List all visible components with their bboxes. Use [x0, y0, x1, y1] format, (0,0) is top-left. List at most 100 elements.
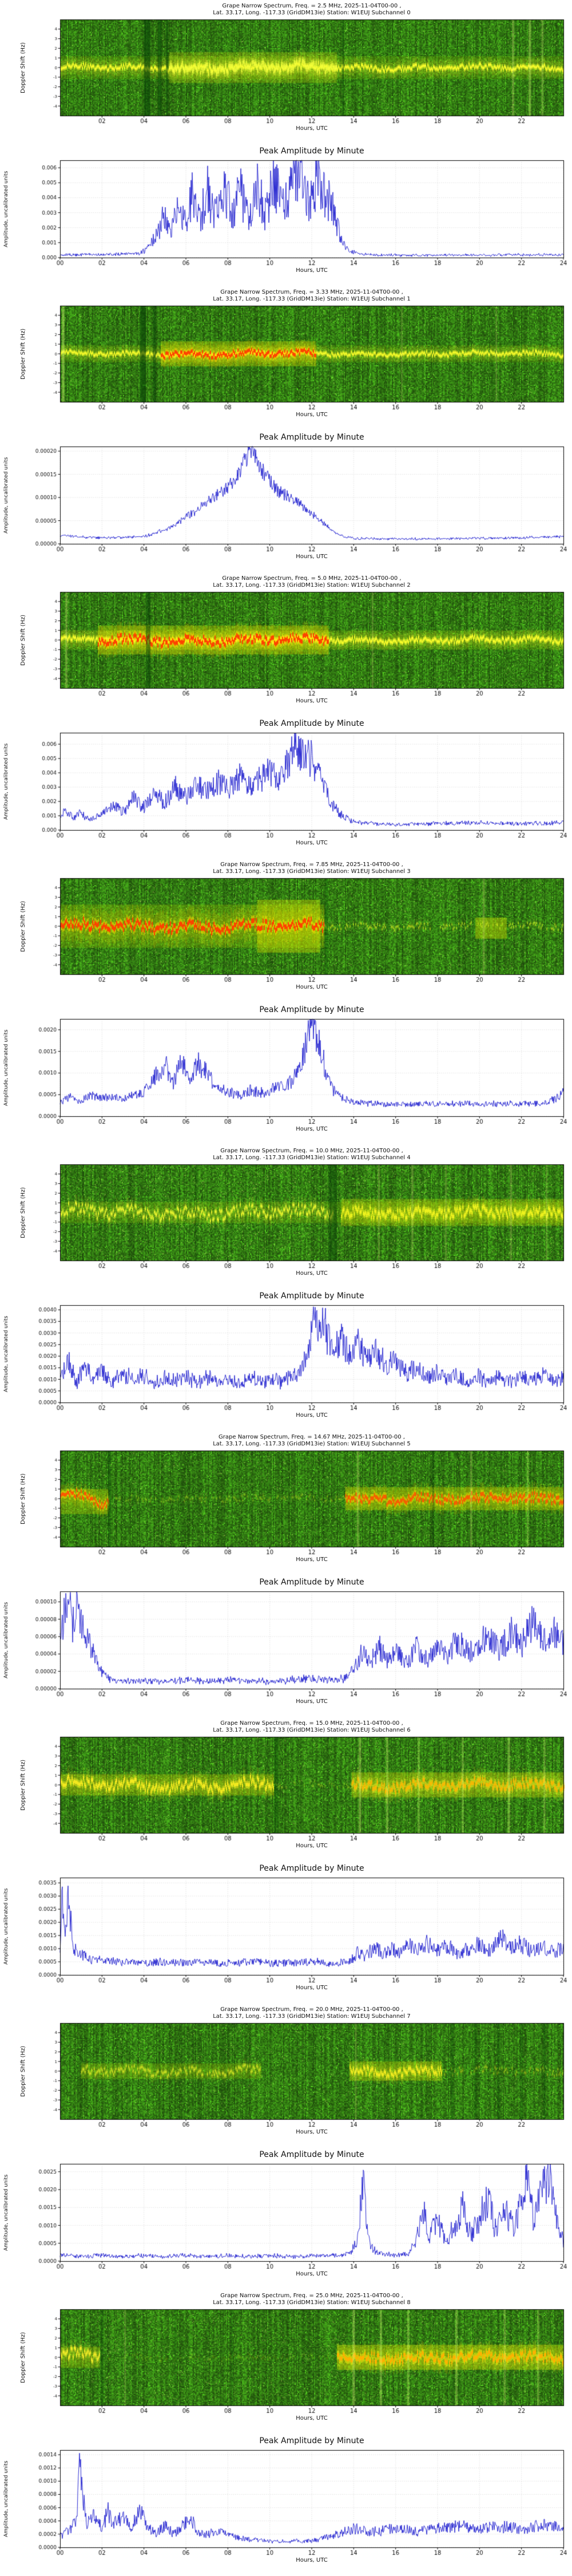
spectrogram-figure-7: Grape Narrow Spectrum, Freq. = 20.0 MHz,… [0, 2004, 572, 2147]
figure-title: Grape Narrow Spectrum, Freq. = 10.0 MHz,… [60, 1148, 563, 1161]
spectrogram-canvas [0, 859, 572, 1002]
title-line-2: Lat. 33.17, Long. -117.33 (GridDM13ie) S… [213, 1727, 411, 1733]
amplitude-figure-3: Peak Amplitude by Minute Amplitude, uncal… [0, 1002, 572, 1145]
spectrogram-canvas [0, 0, 572, 143]
figure-title: Grape Narrow Spectrum, Freq. = 5.0 MHz, … [60, 575, 563, 589]
x-axis-label: Hours, UTC [296, 2415, 328, 2421]
amplitude-figure-0: Peak Amplitude by Minute Amplitude, uncal… [0, 143, 572, 286]
x-axis-label: Hours, UTC [296, 2557, 328, 2563]
title-line-2: Lat. 33.17, Long. -117.33 (GridDM13ie) S… [213, 10, 411, 16]
title-line-1: Grape Narrow Spectrum, Freq. = 3.33 MHz,… [220, 289, 403, 295]
x-axis-label: Hours, UTC [296, 267, 328, 274]
figure-title: Peak Amplitude by Minute [259, 2436, 364, 2445]
title-line-1: Grape Narrow Spectrum, Freq. = 2.5 MHz, … [222, 3, 402, 9]
figure-title: Grape Narrow Spectrum, Freq. = 7.85 MHz,… [60, 862, 563, 875]
x-axis-label: Hours, UTC [296, 1412, 328, 1419]
title-line-1: Grape Narrow Spectrum, Freq. = 10.0 MHz,… [220, 1148, 403, 1154]
x-axis-label: Hours, UTC [296, 412, 328, 418]
spectrogram-canvas [0, 572, 572, 716]
amplitude-figure-4: Peak Amplitude by Minute Amplitude, uncal… [0, 1288, 572, 1431]
title-line-2: Lat. 33.17, Long. -117.33 (GridDM13ie) S… [213, 868, 411, 875]
y-axis-label: Amplitude, uncalibrated units [3, 1602, 9, 1678]
y-axis-label: Doppler Shift (Hz) [20, 1759, 26, 1811]
x-axis-label: Hours, UTC [296, 1270, 328, 1277]
y-axis-label: Amplitude, uncalibrated units [3, 1029, 9, 1106]
line-chart-canvas [0, 2147, 572, 2290]
figure-title: Peak Amplitude by Minute [259, 1291, 364, 1301]
x-axis-label: Hours, UTC [296, 1985, 328, 1991]
y-axis-label: Amplitude, uncalibrated units [3, 171, 9, 247]
spectrogram-figure-1: Grape Narrow Spectrum, Freq. = 3.33 MHz,… [0, 286, 572, 429]
line-chart-canvas [0, 143, 572, 286]
y-axis-label: Amplitude, uncalibrated units [3, 2174, 9, 2251]
title-line-1: Grape Narrow Spectrum, Freq. = 25.0 MHz,… [220, 2293, 403, 2299]
figure-title: Grape Narrow Spectrum, Freq. = 2.5 MHz, … [60, 3, 563, 17]
line-chart-canvas [0, 2433, 572, 2576]
spectrogram-figure-5: Grape Narrow Spectrum, Freq. = 14.67 MHz… [0, 1431, 572, 1574]
amplitude-figure-7: Peak Amplitude by Minute Amplitude, uncal… [0, 2147, 572, 2290]
title-line-2: Lat. 33.17, Long. -117.33 (GridDM13ie) S… [213, 2300, 411, 2306]
figure-title: Peak Amplitude by Minute [259, 719, 364, 728]
title-line-1: Grape Narrow Spectrum, Freq. = 15.0 MHz,… [220, 1720, 403, 1726]
y-axis-label: Doppler Shift (Hz) [20, 328, 26, 380]
x-axis-label: Hours, UTC [296, 984, 328, 990]
x-axis-label: Hours, UTC [296, 1698, 328, 1705]
y-axis-label: Doppler Shift (Hz) [20, 1187, 26, 1238]
amplitude-figure-8: Peak Amplitude by Minute Amplitude, uncal… [0, 2433, 572, 2576]
title-line-2: Lat. 33.17, Long. -117.33 (GridDM13ie) S… [213, 1441, 411, 1447]
title-line-2: Lat. 33.17, Long. -117.33 (GridDM13ie) S… [213, 582, 411, 588]
title-line-2: Lat. 33.17, Long. -117.33 (GridDM13ie) S… [213, 1155, 411, 1161]
amplitude-figure-2: Peak Amplitude by Minute Amplitude, uncal… [0, 716, 572, 859]
figure-title: Peak Amplitude by Minute [259, 147, 364, 156]
line-chart-canvas [0, 1574, 572, 1717]
figure-title: Peak Amplitude by Minute [259, 1005, 364, 1014]
y-axis-label: Doppler Shift (Hz) [20, 2045, 26, 2097]
title-line-1: Grape Narrow Spectrum, Freq. = 14.67 MHz… [219, 1434, 405, 1440]
x-axis-label: Hours, UTC [296, 840, 328, 846]
y-axis-label: Doppler Shift (Hz) [20, 614, 26, 666]
title-line-1: Grape Narrow Spectrum, Freq. = 20.0 MHz,… [220, 2006, 403, 2013]
y-axis-label: Doppler Shift (Hz) [20, 2332, 26, 2383]
amplitude-figure-6: Peak Amplitude by Minute Amplitude, uncal… [0, 1860, 572, 2004]
spectrogram-figure-2: Grape Narrow Spectrum, Freq. = 5.0 MHz, … [0, 572, 572, 716]
spectrogram-figure-3: Grape Narrow Spectrum, Freq. = 7.85 MHz,… [0, 859, 572, 1002]
spectrogram-canvas [0, 1431, 572, 1574]
title-line-1: Grape Narrow Spectrum, Freq. = 5.0 MHz, … [222, 575, 402, 582]
line-chart-canvas [0, 1288, 572, 1431]
y-axis-label: Amplitude, uncalibrated units [3, 457, 9, 534]
title-line-2: Lat. 33.17, Long. -117.33 (GridDM13ie) S… [213, 296, 411, 302]
x-axis-label: Hours, UTC [296, 554, 328, 560]
y-axis-label: Doppler Shift (Hz) [20, 42, 26, 93]
y-axis-label: Amplitude, uncalibrated units [3, 2460, 9, 2537]
x-axis-label: Hours, UTC [296, 125, 328, 132]
y-axis-label: Amplitude, uncalibrated units [3, 1315, 9, 1392]
x-axis-label: Hours, UTC [296, 1843, 328, 1849]
figure-title: Grape Narrow Spectrum, Freq. = 20.0 MHz,… [60, 2006, 563, 2020]
spectrogram-figure-0: Grape Narrow Spectrum, Freq. = 2.5 MHz, … [0, 0, 572, 143]
y-axis-label: Amplitude, uncalibrated units [3, 1888, 9, 1965]
title-line-1: Grape Narrow Spectrum, Freq. = 7.85 MHz,… [220, 862, 403, 868]
figure-title: Grape Narrow Spectrum, Freq. = 3.33 MHz,… [60, 289, 563, 303]
line-chart-canvas [0, 1860, 572, 2004]
spectrogram-figure-6: Grape Narrow Spectrum, Freq. = 15.0 MHz,… [0, 1717, 572, 1860]
figure-title: Peak Amplitude by Minute [259, 1864, 364, 1873]
title-line-2: Lat. 33.17, Long. -117.33 (GridDM13ie) S… [213, 2013, 411, 2020]
spectrogram-canvas [0, 2290, 572, 2433]
x-axis-label: Hours, UTC [296, 698, 328, 704]
line-chart-canvas [0, 1002, 572, 1145]
line-chart-canvas [0, 716, 572, 859]
figure-title: Grape Narrow Spectrum, Freq. = 15.0 MHz,… [60, 1720, 563, 1734]
spectrogram-canvas [0, 1145, 572, 1288]
figure-title: Grape Narrow Spectrum, Freq. = 25.0 MHz,… [60, 2293, 563, 2306]
x-axis-label: Hours, UTC [296, 1126, 328, 1132]
spectrogram-canvas [0, 1717, 572, 1860]
amplitude-figure-1: Peak Amplitude by Minute Amplitude, uncal… [0, 429, 572, 572]
x-axis-label: Hours, UTC [296, 2271, 328, 2277]
y-axis-label: Doppler Shift (Hz) [20, 900, 26, 952]
amplitude-figure-5: Peak Amplitude by Minute Amplitude, uncal… [0, 1574, 572, 1717]
y-axis-label: Doppler Shift (Hz) [20, 1473, 26, 1524]
spectrogram-canvas [0, 286, 572, 429]
figure-title: Grape Narrow Spectrum, Freq. = 14.67 MHz… [60, 1434, 563, 1448]
spectrogram-figure-4: Grape Narrow Spectrum, Freq. = 10.0 MHz,… [0, 1145, 572, 1288]
